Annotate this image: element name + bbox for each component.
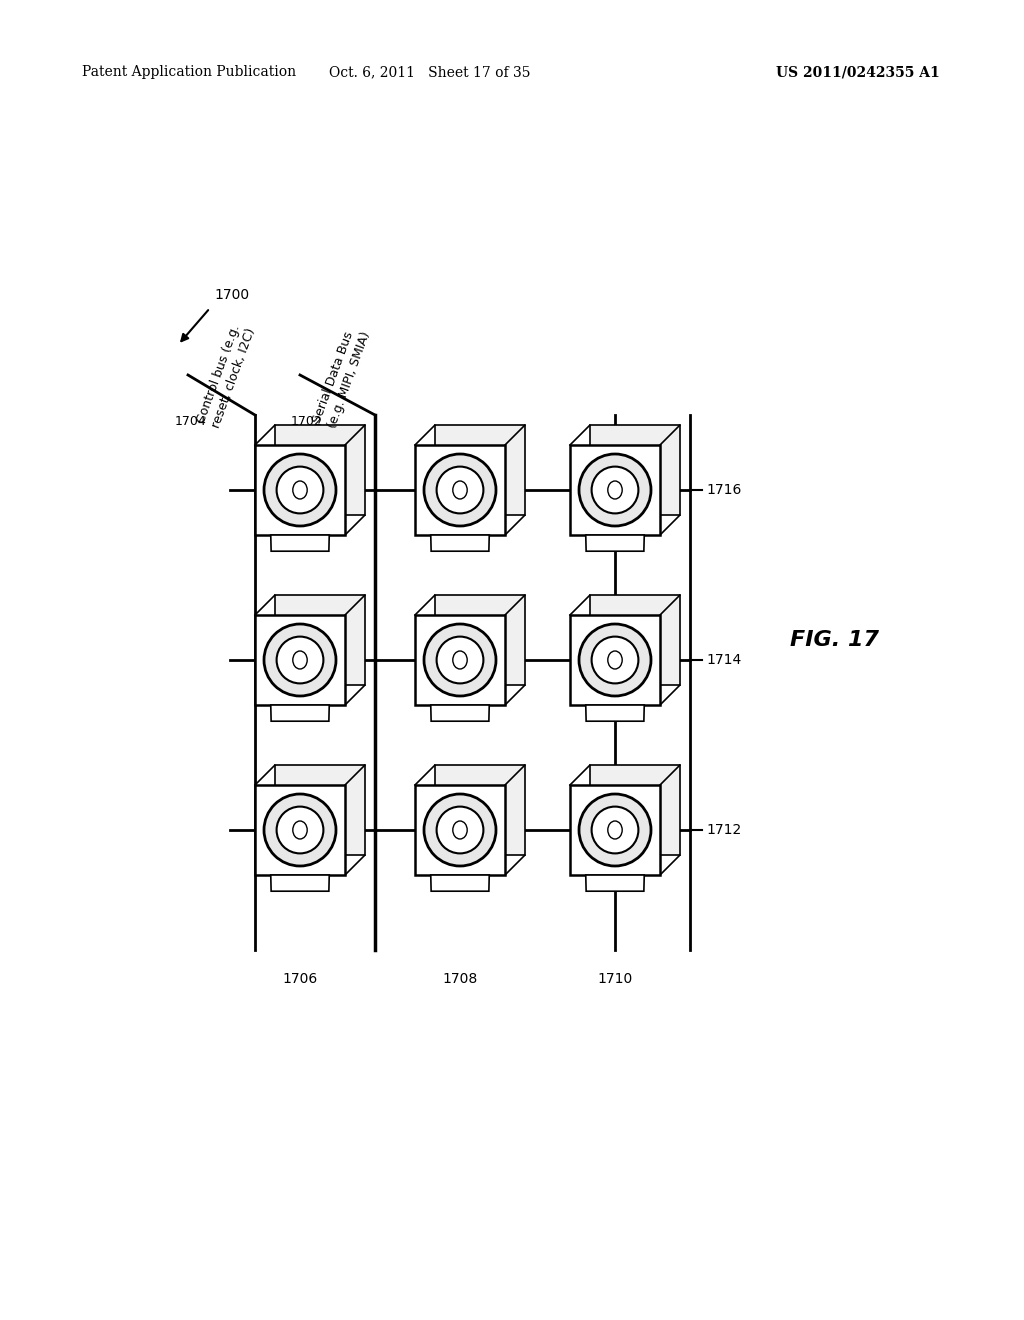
Ellipse shape — [608, 821, 623, 840]
Ellipse shape — [453, 821, 467, 840]
Circle shape — [579, 795, 651, 866]
Circle shape — [436, 807, 483, 854]
Polygon shape — [431, 535, 489, 552]
Circle shape — [436, 636, 483, 684]
Polygon shape — [270, 535, 330, 552]
Polygon shape — [274, 595, 365, 685]
Polygon shape — [586, 875, 644, 891]
Circle shape — [579, 454, 651, 525]
Ellipse shape — [453, 480, 467, 499]
Text: Oct. 6, 2011   Sheet 17 of 35: Oct. 6, 2011 Sheet 17 of 35 — [330, 65, 530, 79]
Circle shape — [276, 807, 324, 854]
Polygon shape — [590, 595, 680, 685]
Ellipse shape — [293, 651, 307, 669]
Text: 1700: 1700 — [214, 288, 249, 302]
Polygon shape — [431, 705, 489, 721]
Circle shape — [264, 454, 336, 525]
Circle shape — [424, 454, 496, 525]
Polygon shape — [435, 425, 524, 515]
Polygon shape — [415, 785, 505, 875]
Polygon shape — [435, 595, 524, 685]
Polygon shape — [431, 875, 489, 891]
Polygon shape — [274, 766, 365, 855]
Text: Control bus (e.g.
reset, clock, I2C): Control bus (e.g. reset, clock, I2C) — [195, 321, 258, 430]
Circle shape — [424, 624, 496, 696]
Polygon shape — [570, 445, 660, 535]
Ellipse shape — [293, 480, 307, 499]
Polygon shape — [570, 785, 660, 875]
Text: 1712: 1712 — [706, 822, 741, 837]
Circle shape — [276, 636, 324, 684]
Polygon shape — [255, 785, 345, 875]
Polygon shape — [255, 445, 345, 535]
Circle shape — [592, 636, 638, 684]
Polygon shape — [586, 535, 644, 552]
Text: 1702: 1702 — [290, 414, 322, 428]
Circle shape — [592, 807, 638, 854]
Polygon shape — [590, 425, 680, 515]
Polygon shape — [274, 425, 365, 515]
Polygon shape — [435, 766, 524, 855]
Circle shape — [436, 466, 483, 513]
Polygon shape — [415, 615, 505, 705]
Polygon shape — [570, 615, 660, 705]
Polygon shape — [270, 705, 330, 721]
Circle shape — [264, 624, 336, 696]
Polygon shape — [590, 766, 680, 855]
Circle shape — [276, 466, 324, 513]
Polygon shape — [415, 445, 505, 535]
Text: US 2011/0242355 A1: US 2011/0242355 A1 — [776, 65, 940, 79]
Polygon shape — [586, 705, 644, 721]
Text: 1714: 1714 — [706, 653, 741, 667]
Circle shape — [264, 795, 336, 866]
Ellipse shape — [608, 480, 623, 499]
Text: FIG. 17: FIG. 17 — [790, 630, 879, 649]
Text: Serial Data Bus
(e.g. MIPI, SMIA): Serial Data Bus (e.g. MIPI, SMIA) — [310, 325, 373, 430]
Circle shape — [424, 795, 496, 866]
Ellipse shape — [453, 651, 467, 669]
Circle shape — [579, 624, 651, 696]
Ellipse shape — [608, 651, 623, 669]
Polygon shape — [270, 875, 330, 891]
Text: Patent Application Publication: Patent Application Publication — [82, 65, 296, 79]
Text: 1706: 1706 — [283, 972, 317, 986]
Circle shape — [592, 466, 638, 513]
Text: 1716: 1716 — [706, 483, 741, 498]
Ellipse shape — [293, 821, 307, 840]
Text: 1704: 1704 — [174, 414, 206, 428]
Polygon shape — [255, 615, 345, 705]
Text: 1710: 1710 — [597, 972, 633, 986]
Text: 1708: 1708 — [442, 972, 477, 986]
